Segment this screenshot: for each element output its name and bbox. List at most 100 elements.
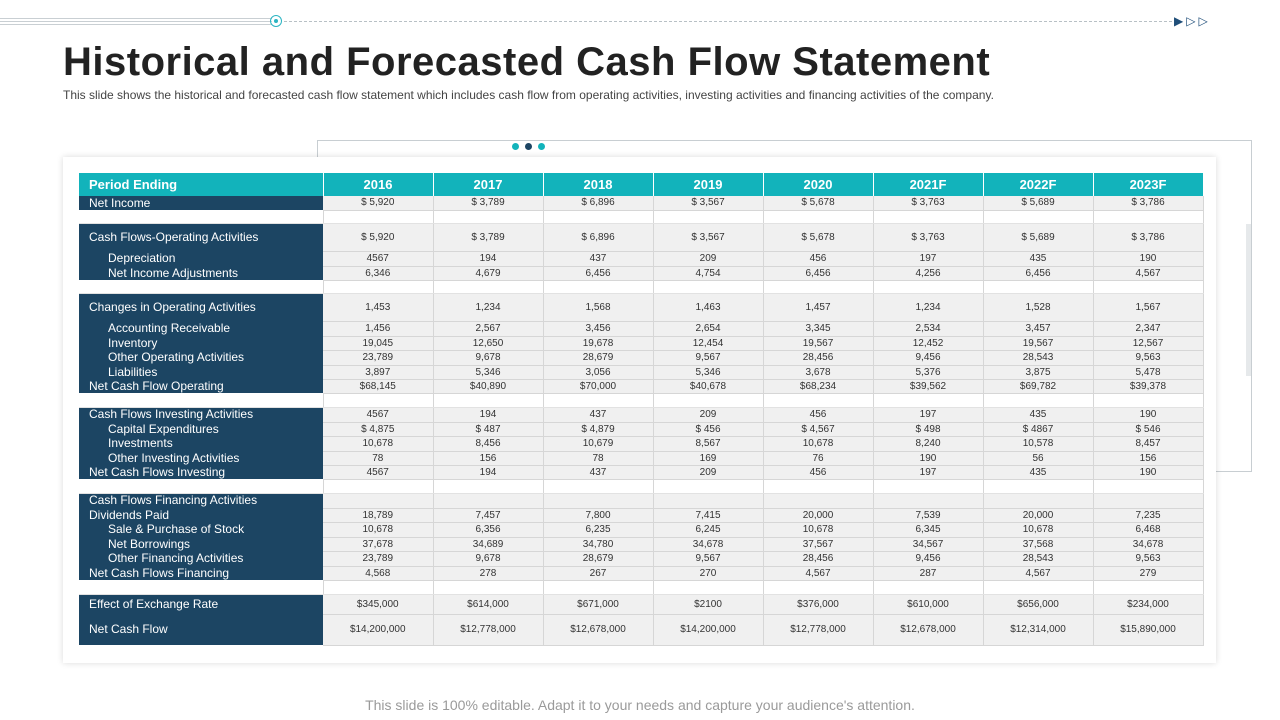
table-row: Depreciation 4567 194 437 209 456 197 435 190: [79, 251, 1204, 267]
value-cell: $2100: [653, 594, 764, 615]
value-cell: 156: [1093, 451, 1204, 466]
value-cell: 5,346: [433, 365, 544, 380]
spacer-cell: [1093, 479, 1204, 494]
value-cell: 28,679: [543, 551, 654, 567]
value-cell: 3,056: [543, 365, 654, 380]
value-cell: 209: [653, 407, 764, 423]
spacer-cell: [873, 580, 984, 595]
value-cell: 7,539: [873, 508, 984, 523]
value-cell: $234,000: [1093, 594, 1204, 615]
spacer-cell: [873, 479, 984, 494]
value-cell: $14,200,000: [323, 614, 434, 646]
table-row: Liabilities 3,897 5,346 3,056 5,346 3,678 5,37…: [79, 365, 1204, 380]
value-cell: 19,045: [323, 336, 434, 351]
row-label: Investments: [79, 436, 323, 451]
header-year: 2023F: [1093, 173, 1204, 196]
spacer-cell: [433, 479, 544, 494]
value-cell: 2,347: [1093, 321, 1204, 337]
value-cell: 1,453: [323, 293, 434, 322]
table-row: Net Cash Flows Investing 4567 194 437 209 456…: [79, 465, 1204, 480]
value-cell: 197: [873, 251, 984, 267]
table-row: Net Income Adjustments 6,346 4,679 6,456 4,7…: [79, 266, 1204, 281]
value-cell: 34,678: [1093, 537, 1204, 552]
value-cell: 9,456: [873, 551, 984, 567]
header-period-ending: Period Ending: [79, 173, 324, 196]
value-cell: $ 3,789: [433, 223, 544, 252]
value-cell: 9,567: [653, 350, 764, 366]
value-cell: [873, 493, 984, 509]
value-cell: 6,456: [983, 266, 1094, 281]
value-cell: $ 4,879: [543, 422, 654, 437]
scrollbar[interactable]: [1246, 224, 1251, 376]
value-cell: 190: [1093, 407, 1204, 423]
value-cell: 4567: [323, 407, 434, 423]
value-cell: 6,468: [1093, 522, 1204, 538]
value-cell: 4,568: [323, 566, 434, 581]
value-cell: 9,567: [653, 551, 764, 567]
value-cell: 6,456: [763, 266, 874, 281]
value-cell: $15,890,000: [1093, 614, 1204, 646]
spacer-cell: [983, 479, 1094, 494]
value-cell: 1,528: [983, 293, 1094, 322]
value-cell: 456: [763, 407, 874, 423]
value-cell: $656,000: [983, 594, 1094, 615]
spacer-cell: [983, 580, 1094, 595]
row-label: Net Income: [79, 196, 323, 210]
value-cell: $ 3,789: [433, 196, 544, 211]
table-card: Period Ending 2016 2017 2018 2019 2020 2…: [63, 157, 1216, 663]
row-label: Net Cash Flows Financing: [79, 566, 323, 580]
value-cell: 1,568: [543, 293, 654, 322]
value-cell: 3,345: [763, 321, 874, 337]
value-cell: 2,654: [653, 321, 764, 337]
table-row: Cash Flows Investing Activities 4567 194 43…: [79, 407, 1204, 423]
header-year: 2020: [763, 173, 874, 196]
spacer-cell: [763, 280, 874, 294]
row-label: Dividends Paid: [79, 508, 323, 522]
value-cell: 3,456: [543, 321, 654, 337]
row-label: Effect of Exchange Rate: [79, 594, 323, 614]
value-cell: 78: [323, 451, 434, 466]
value-cell: $ 456: [653, 422, 764, 437]
value-cell: $68,234: [763, 379, 874, 394]
table-row: Sale & Purchase of Stock 10,678 6,356 6,235…: [79, 522, 1204, 538]
table-row: Net Borrowings 37,678 34,689 34,780 34,678 37…: [79, 537, 1204, 552]
spacer-cell: [1093, 210, 1204, 224]
value-cell: [323, 493, 434, 509]
spacer-cell: [653, 580, 764, 595]
value-cell: $12,678,000: [873, 614, 984, 646]
spacer-cell: [79, 210, 324, 224]
value-cell: 8,456: [433, 436, 544, 452]
value-cell: 12,650: [433, 336, 544, 351]
value-cell: 209: [653, 465, 764, 480]
value-cell: [543, 493, 654, 509]
row-label: Cash Flows Investing Activities: [79, 407, 323, 422]
value-cell: $ 487: [433, 422, 544, 437]
value-cell: 3,678: [763, 365, 874, 380]
spacer-cell: [1093, 580, 1204, 595]
row-label: Sale & Purchase of Stock: [79, 522, 323, 537]
spacer-cell: [433, 210, 544, 224]
value-cell: 287: [873, 566, 984, 581]
table-row: Inventory 19,045 12,650 19,678 12,454 19,567 1…: [79, 336, 1204, 351]
value-cell: $12,778,000: [433, 614, 544, 646]
value-cell: 437: [543, 407, 654, 423]
dotted-divider: [284, 21, 1172, 22]
row-label: Changes in Operating Activities: [79, 293, 323, 321]
footer-note: This slide is 100% editable. Adapt it to…: [365, 697, 915, 713]
play-arrow-icon[interactable]: ▶▷▷: [1174, 14, 1211, 28]
value-cell: $ 5,678: [763, 196, 874, 211]
value-cell: 4,679: [433, 266, 544, 281]
value-cell: $40,678: [653, 379, 764, 394]
value-cell: 10,678: [323, 522, 434, 538]
value-cell: 7,415: [653, 508, 764, 523]
spacer-cell: [79, 580, 324, 595]
spacer-cell: [873, 280, 984, 294]
value-cell: $ 6,896: [543, 196, 654, 211]
spacer-row: [79, 479, 1204, 494]
spacer-cell: [433, 280, 544, 294]
value-cell: 12,452: [873, 336, 984, 351]
value-cell: $ 5,920: [323, 196, 434, 211]
table-row: Cash Flows-Operating Activities $ 5,920 $ …: [79, 223, 1204, 252]
value-cell: $69,782: [983, 379, 1094, 394]
row-label: Net Borrowings: [79, 537, 323, 551]
